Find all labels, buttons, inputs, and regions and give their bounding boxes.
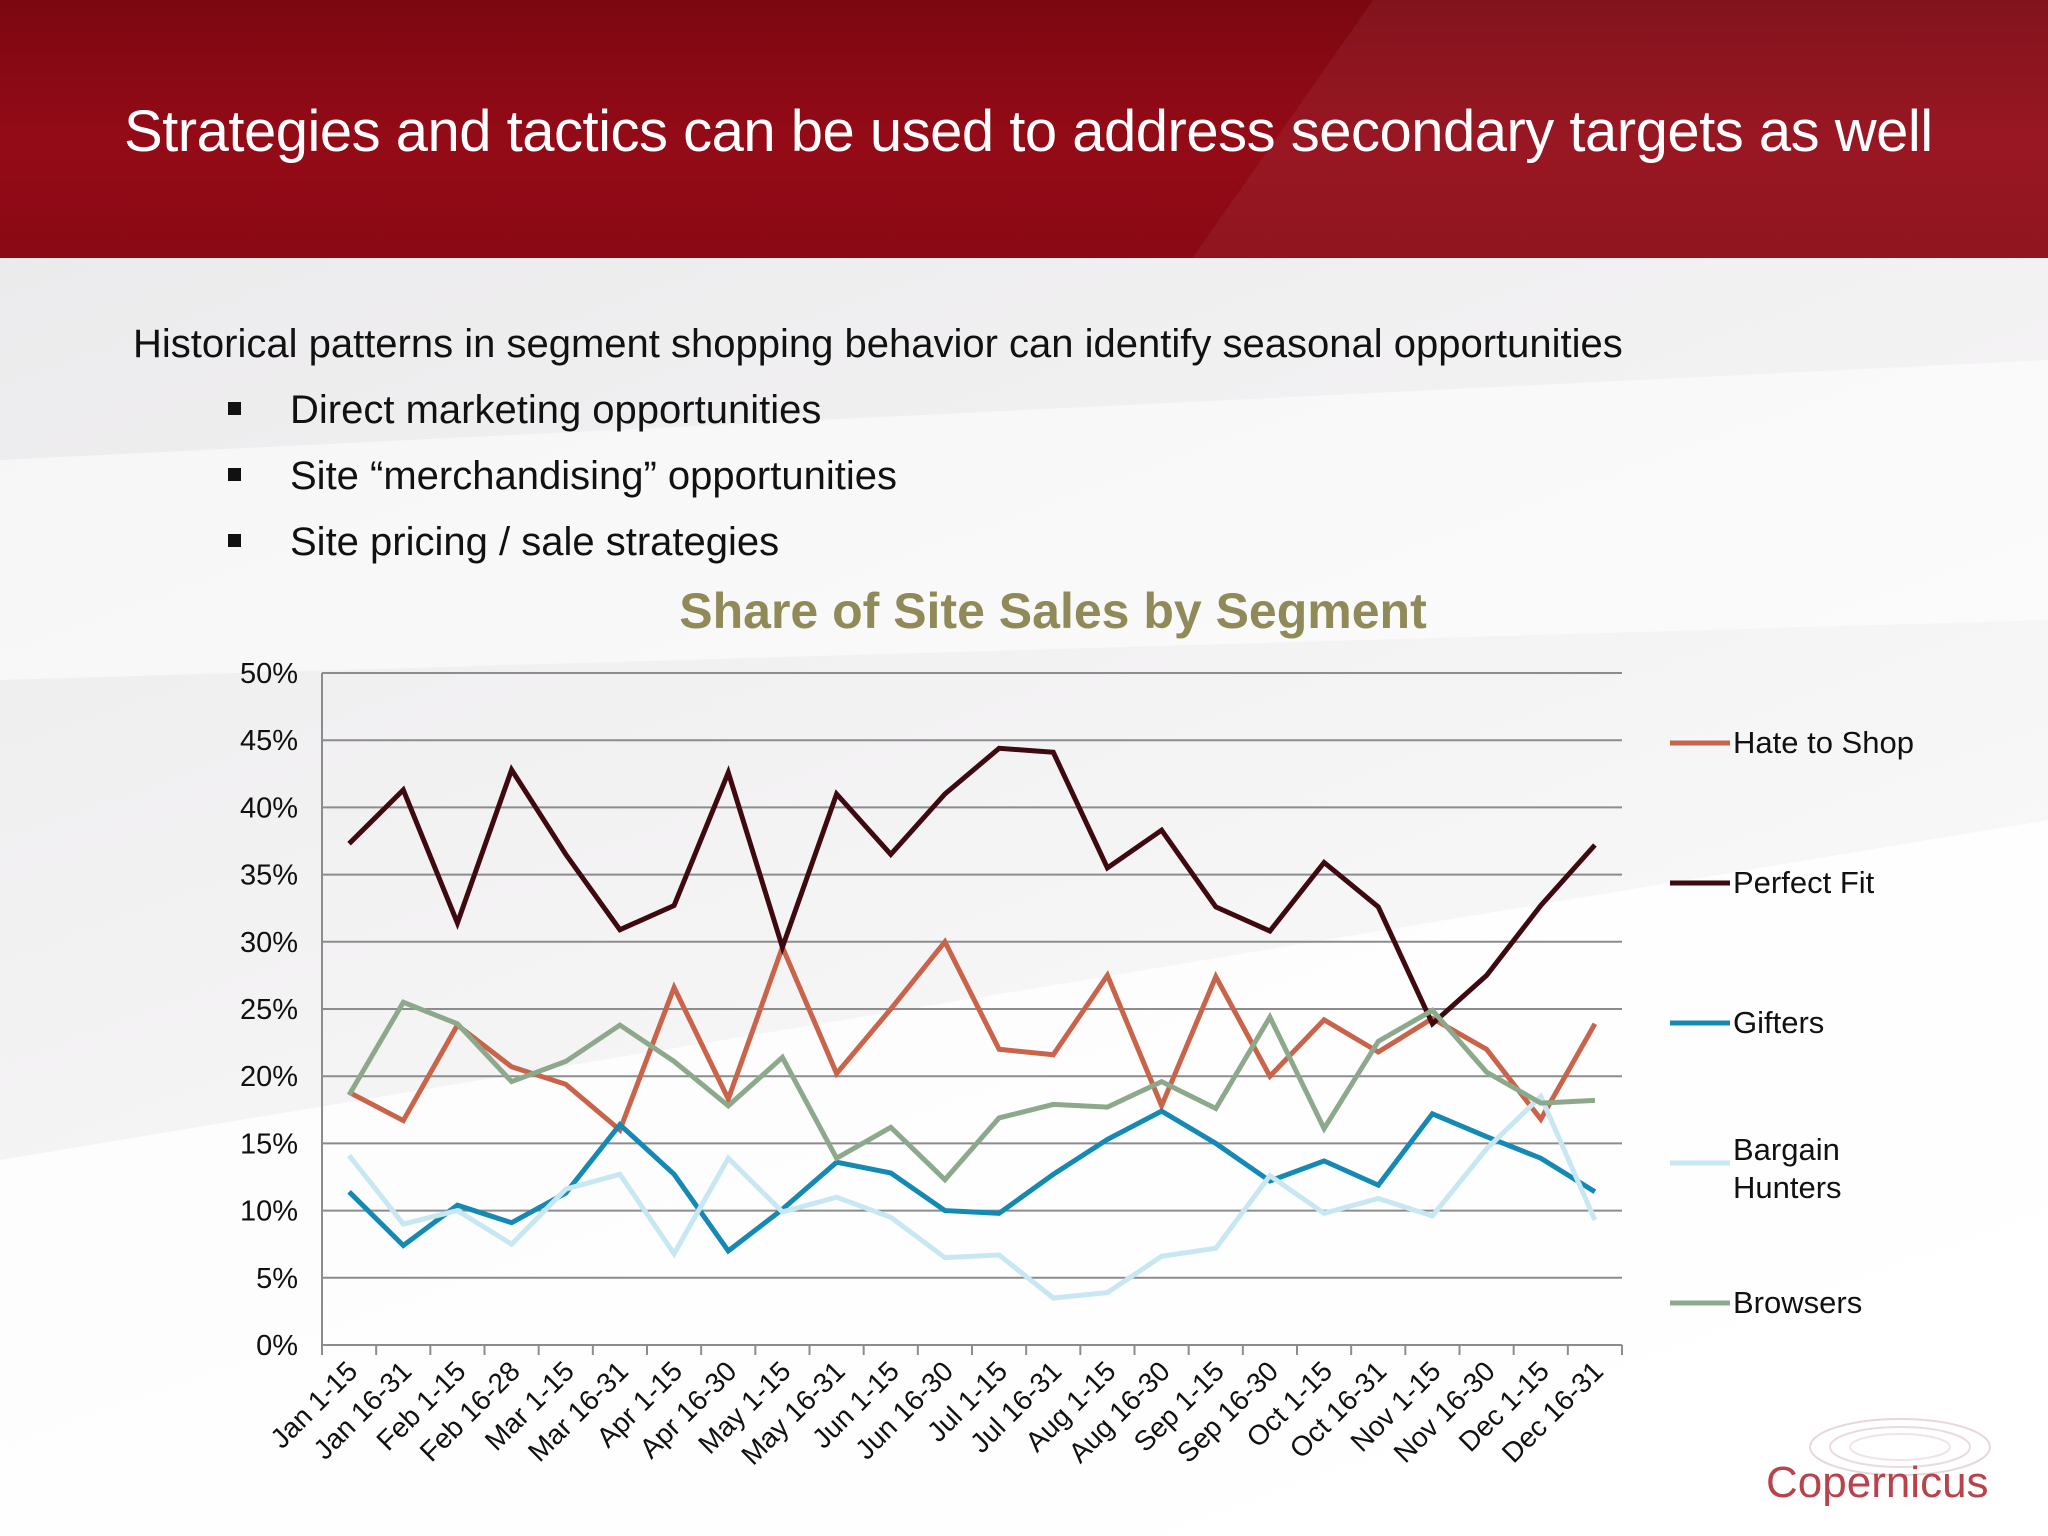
series-line [346, 999, 1596, 1184]
y-tick-label: 40% [240, 792, 298, 824]
bullet-item: Direct marketing opportunities [228, 384, 897, 450]
bullet-item: Site pricing / sale strategies [228, 516, 897, 582]
series-line [347, 1108, 1597, 1255]
chart-title: Share of Site Sales by Segment [679, 583, 1427, 639]
bullet-item: Site “merchandising” opportunities [228, 450, 897, 516]
y-tick-label: 50% [240, 658, 298, 690]
series-line [347, 745, 1597, 1028]
bullet-text: Direct marketing opportunities [290, 388, 822, 432]
y-tick-label: 35% [240, 860, 298, 892]
header-banner: Strategies and tactics can be used to ad… [0, 0, 2048, 258]
y-tick-label: 5% [256, 1263, 298, 1295]
bullet-square-icon [228, 402, 241, 415]
bullet-text: Site pricing / sale strategies [290, 520, 780, 564]
series-line [347, 937, 1598, 1135]
y-tick-label: 15% [240, 1128, 298, 1160]
legend-label: Perfect Fit [1733, 865, 1875, 900]
y-tick-label: 30% [240, 927, 298, 959]
legend-label: Bargain Hunters [1733, 1132, 1842, 1205]
y-tick-label: 25% [240, 994, 298, 1026]
y-tick-label: 0% [256, 1330, 298, 1362]
y-tick-label: 45% [240, 725, 298, 757]
legend-label: Gifters [1733, 1005, 1824, 1040]
intro-text: Historical patterns in segment shopping … [133, 322, 1623, 366]
bullet-list: Direct marketing opportunities Site “mer… [228, 384, 897, 582]
logo-swirl-icon [1809, 1418, 1991, 1476]
y-tick-label: 10% [240, 1196, 298, 1228]
series-line [347, 1092, 1598, 1301]
legend-label: Hate to Shop [1733, 725, 1914, 760]
bullet-square-icon [228, 534, 241, 547]
bullet-square-icon [228, 468, 241, 481]
y-tick-label: 20% [240, 1061, 298, 1093]
legend-label: Browsers [1733, 1285, 1862, 1320]
copernicus-logo: Copernicus [1766, 1458, 1989, 1507]
bullet-text: Site “merchandising” opportunities [290, 454, 897, 498]
